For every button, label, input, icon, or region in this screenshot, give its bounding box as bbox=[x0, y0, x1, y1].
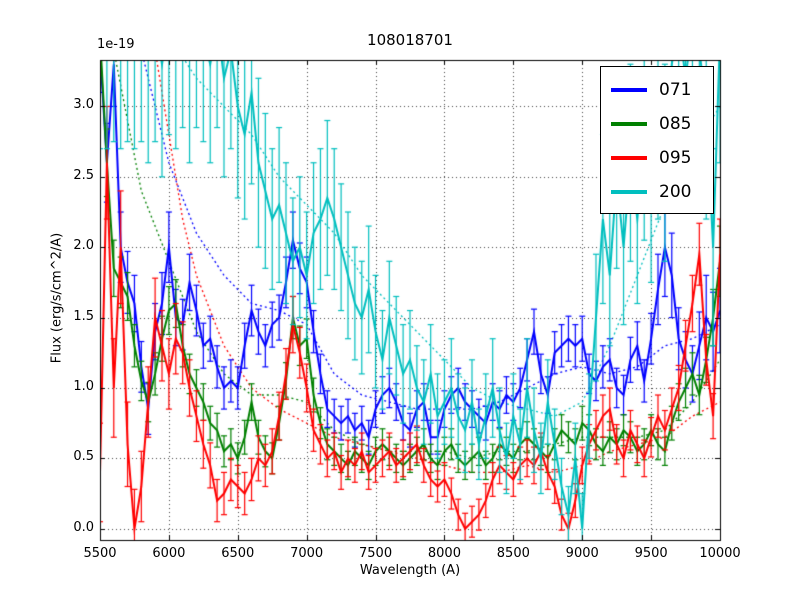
x-tick-label: 5500 bbox=[83, 546, 117, 561]
legend-label-071: 071 bbox=[659, 79, 692, 100]
legend-label-200: 200 bbox=[659, 181, 692, 202]
x-tick-label: 9500 bbox=[634, 546, 668, 561]
y-tick-label: 1.5 bbox=[73, 308, 94, 324]
legend-line-200 bbox=[611, 190, 647, 194]
x-tick-label: 10000 bbox=[699, 546, 741, 561]
legend-line-071 bbox=[611, 88, 647, 92]
legend-label-095: 095 bbox=[659, 147, 692, 168]
x-axis-label: Wavelength (A) bbox=[359, 563, 461, 578]
x-tick-label: 8000 bbox=[427, 546, 461, 561]
legend-entry-085: 085 bbox=[601, 107, 713, 141]
legend-entry-071: 071 bbox=[601, 73, 713, 107]
y-tick-label: 0.5 bbox=[73, 449, 94, 465]
x-tick-label: 8500 bbox=[496, 546, 530, 561]
legend: 071 085 095 200 bbox=[600, 66, 714, 214]
x-tick-label: 6000 bbox=[152, 546, 186, 561]
x-tick-label: 6500 bbox=[221, 546, 255, 561]
legend-label-085: 085 bbox=[659, 113, 692, 134]
x-tick-label: 7500 bbox=[359, 546, 393, 561]
y-tick-label: 1.0 bbox=[73, 378, 94, 394]
x-tick-label: 9000 bbox=[565, 546, 599, 561]
y-tick-label: 0.0 bbox=[73, 519, 94, 535]
legend-line-095 bbox=[611, 156, 647, 160]
y-axis-offset-label: 1e-19 bbox=[97, 37, 135, 52]
y-tick-label: 2.0 bbox=[73, 238, 94, 254]
legend-entry-200: 200 bbox=[601, 175, 713, 209]
y-tick-label: 2.5 bbox=[73, 167, 94, 183]
y-tick-label: 3.0 bbox=[73, 97, 94, 113]
x-tick-label: 7000 bbox=[290, 546, 324, 561]
chart-title: 108018701 bbox=[367, 31, 453, 49]
legend-line-085 bbox=[611, 122, 647, 126]
legend-entry-095: 095 bbox=[601, 141, 713, 175]
